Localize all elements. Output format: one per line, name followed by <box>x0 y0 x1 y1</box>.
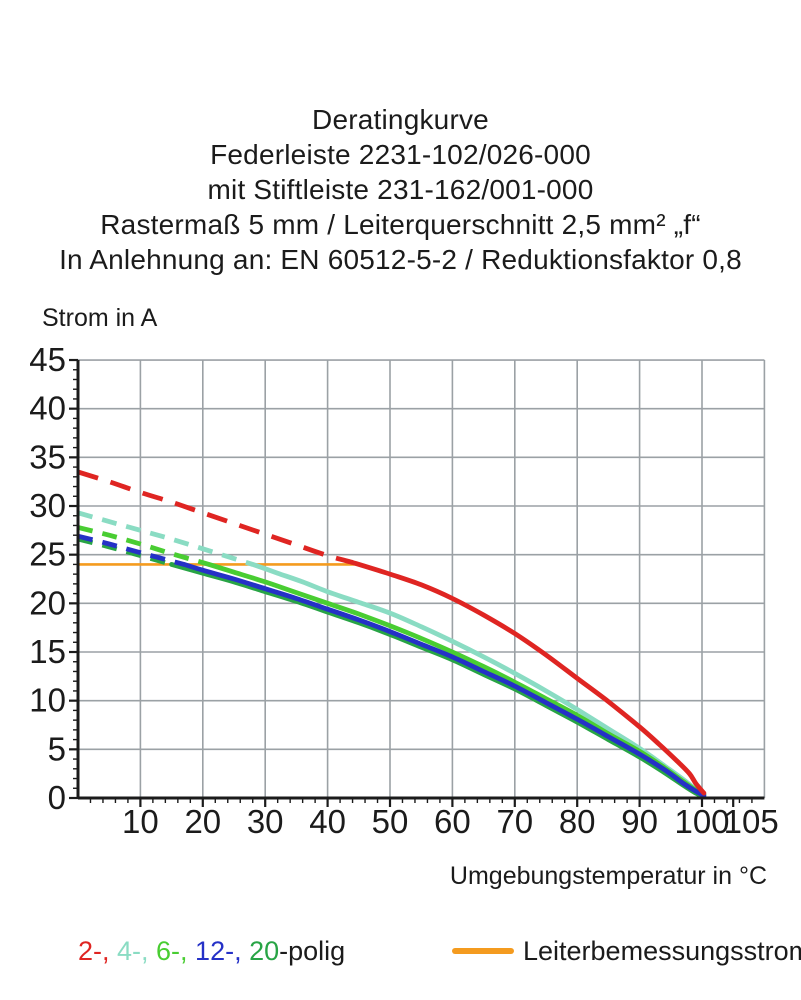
y-tick-label: 10 <box>29 682 66 719</box>
x-tick-label: 40 <box>309 803 346 840</box>
y-tick-label: 30 <box>29 487 66 524</box>
y-tick-label: 20 <box>29 584 66 621</box>
curve-2-polig-dashed <box>77 469 354 565</box>
x-tick-label: 80 <box>559 803 596 840</box>
curve-6-polig-dashed <box>77 525 210 567</box>
title-line-5: In Anlehnung an: EN 60512-5-2 / Reduktio… <box>59 244 742 275</box>
reference-line-label: Leiterbemessungsstrom <box>523 936 801 966</box>
x-tick-label: 60 <box>434 803 471 840</box>
title-line-3: mit Stiftleiste 231-162/001-000 <box>207 174 594 205</box>
curve-12-polig-solid <box>181 562 707 798</box>
y-tick-label: 5 <box>48 730 66 767</box>
curve-12-polig-dashed <box>77 533 185 567</box>
x-tick-label: 20 <box>184 803 221 840</box>
y-axis-label: Strom in A <box>42 304 158 332</box>
x-tick-label: 70 <box>496 803 533 840</box>
x-axis-label: Umgebungstemperatur in °C <box>449 862 767 890</box>
x-tick-label: 105 <box>724 803 779 840</box>
legend-poles: 2-, 4-, 6-, 12-, 20-polig <box>78 936 345 967</box>
x-tick-label: 10 <box>122 803 159 840</box>
curve-2-polig-solid <box>350 560 707 796</box>
y-tick-label: 40 <box>29 390 66 427</box>
x-tick-label: 30 <box>247 803 284 840</box>
y-tick-label: 45 <box>29 341 66 378</box>
legend-pole-part: 6-, <box>156 936 196 966</box>
reference-line-swatch <box>452 948 514 954</box>
legend-pole-part: 2-, <box>78 936 118 966</box>
legend-pole-part: 4-, <box>117 936 157 966</box>
title-line-1: Deratingkurve <box>312 104 489 135</box>
title-line-4: Rastermaß 5 mm / Leiterquerschnitt 2,5 m… <box>100 209 701 240</box>
x-tick-label: 90 <box>621 803 658 840</box>
x-tick-label: 100 <box>674 803 729 840</box>
x-tick-label: 50 <box>372 803 409 840</box>
curve-4-polig-dashed <box>77 510 254 567</box>
y-tick-label: 0 <box>48 779 66 816</box>
legend-pole-part: 12-, <box>195 936 250 966</box>
y-tick-label: 25 <box>29 536 66 573</box>
curve-20-polig-dashed <box>77 536 173 567</box>
y-tick-label: 35 <box>29 438 66 475</box>
title-line-2: Federleiste 2231-102/026-000 <box>210 139 591 170</box>
curve-20-polig-solid <box>169 562 707 800</box>
legend-pole-part: -polig <box>279 936 346 966</box>
y-tick-label: 15 <box>29 633 66 670</box>
chart-title-block: Deratingkurve Federleiste 2231-102/026-0… <box>0 102 801 277</box>
legend-pole-part: 20 <box>249 936 280 966</box>
